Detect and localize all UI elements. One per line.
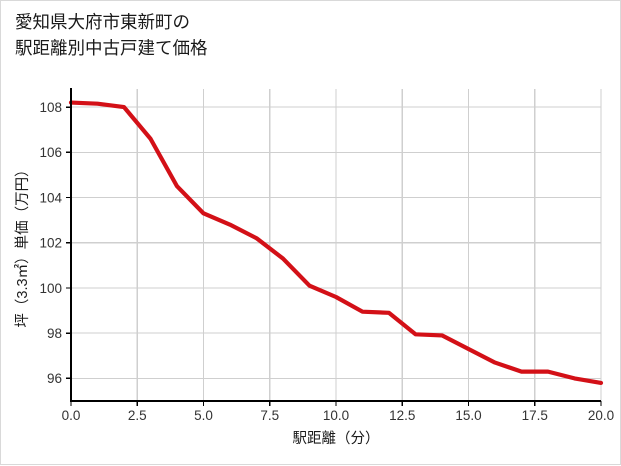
- x-tick-label: 15.0: [455, 408, 481, 423]
- x-tick-label: 7.5: [260, 408, 279, 423]
- y-axis-ticks: [66, 106, 71, 380]
- y-axis-title: 坪（3.3㎡）単価（万円）: [14, 162, 31, 327]
- x-tick-label: 5.0: [194, 408, 213, 423]
- x-tick-label: 20.0: [588, 408, 614, 423]
- x-axis-ticks: [70, 401, 602, 406]
- price-line-series: [68, 100, 604, 386]
- y-tick-label: 98: [47, 326, 62, 341]
- y-tick-label: 104: [39, 190, 62, 205]
- y-tick-label: 100: [39, 281, 62, 296]
- x-tick-label: 10.0: [323, 408, 349, 423]
- y-tick-label: 108: [39, 100, 62, 115]
- x-tick-label: 17.5: [522, 408, 548, 423]
- x-tick-label: 0.0: [62, 408, 81, 423]
- x-axis-tick-labels: 0.0 2.5 5.0 7.5 10.0 12.5 15.0 17.5 20.0: [62, 408, 615, 423]
- y-axis-tick-labels: 96 98 100 102 104 106 108: [39, 100, 62, 386]
- x-tick-label: 12.5: [389, 408, 415, 423]
- x-tick-label: 2.5: [128, 408, 147, 423]
- y-tick-label: 102: [39, 236, 62, 251]
- page-title: 愛知県大府市東新町の 駅距離別中古戸建て価格: [15, 12, 208, 58]
- x-axis-title: 駅距離（分）: [293, 429, 380, 447]
- y-tick-label: 106: [39, 145, 62, 160]
- y-tick-label: 96: [47, 371, 62, 386]
